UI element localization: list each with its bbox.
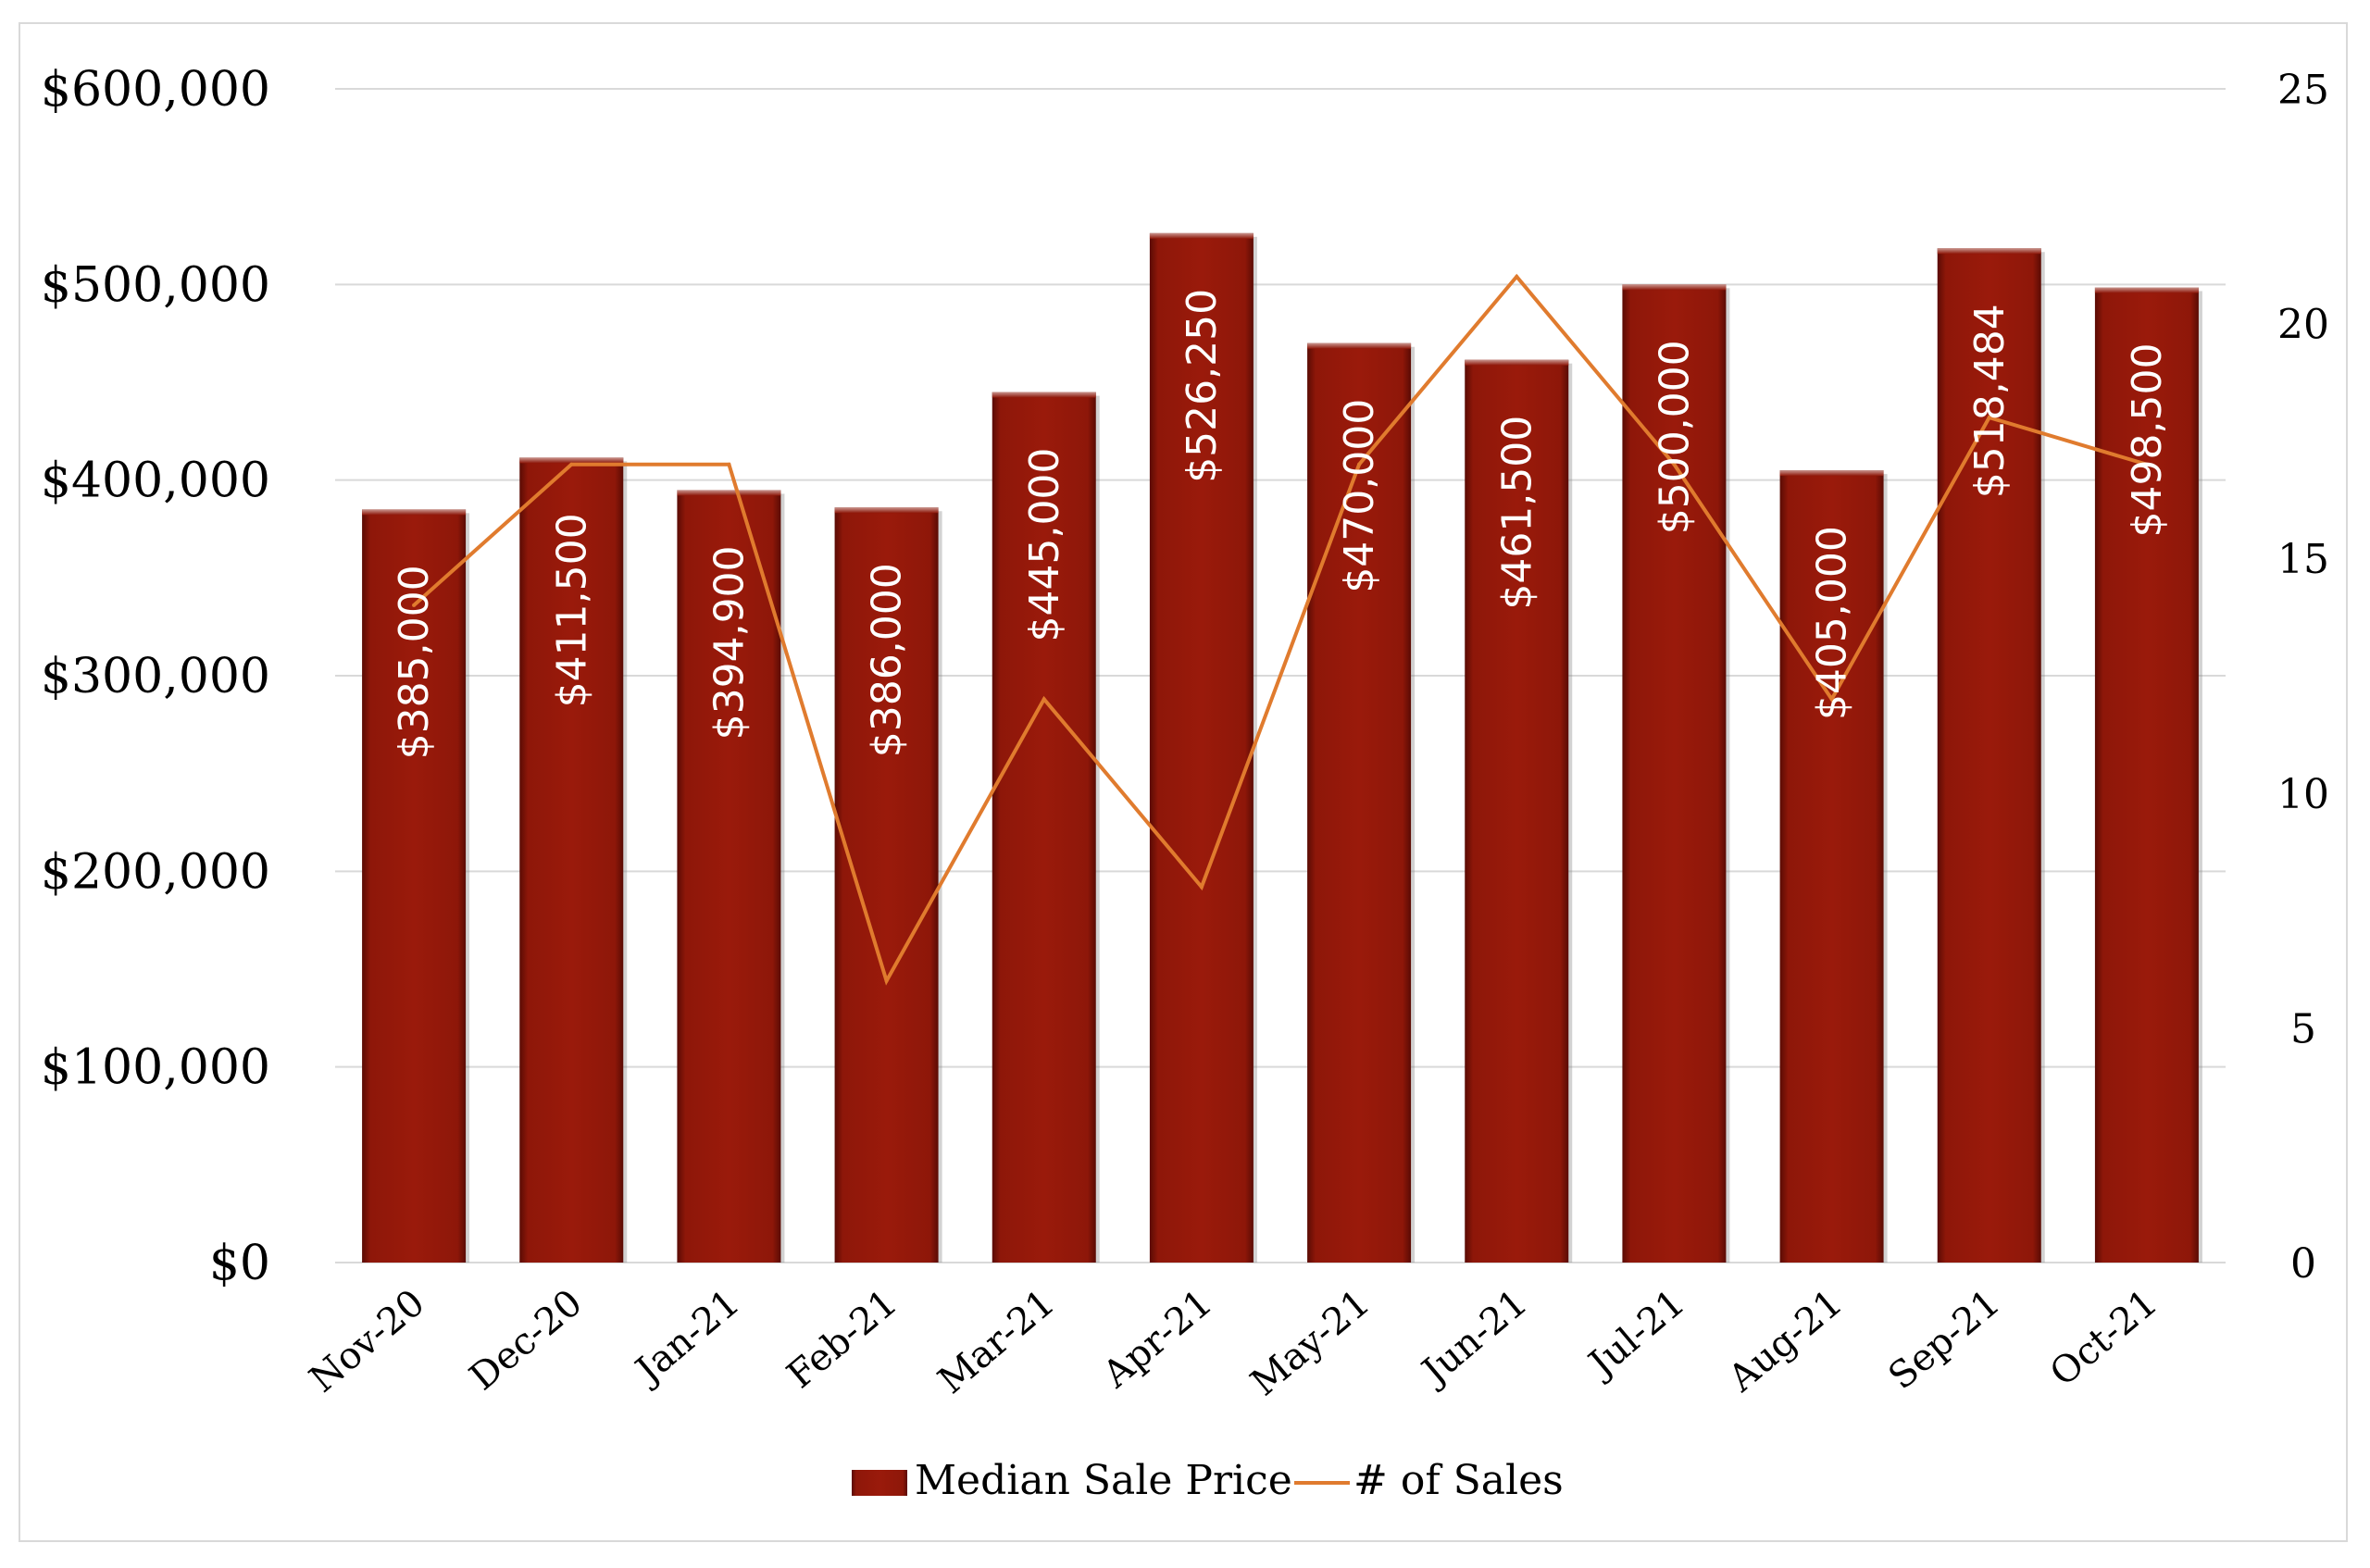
bar [1307, 342, 1412, 1263]
bar [1149, 232, 1254, 1263]
bar-data-label: $526,250 [1179, 289, 1226, 483]
legend-label-number-of-sales: # of Sales [1353, 1457, 1564, 1504]
x-tick-label: Dec-20 [462, 1281, 591, 1399]
legend: Median Sale Price # of Sales [852, 1457, 1564, 1504]
x-tick-label: Apr-21 [1094, 1281, 1220, 1397]
x-tick-label: Sep-21 [1881, 1281, 2009, 1398]
gridlines [335, 88, 2226, 1263]
bar [992, 392, 1096, 1263]
left-y-axis: $0 $100,000 $200,000 $300,000 $400,000 $500,0… [41, 62, 270, 1291]
sales-line-point [1829, 697, 1834, 702]
bar-top-bevel [1779, 470, 1884, 477]
y-right-tick-label: 5 [2290, 1005, 2316, 1052]
x-tick-label: Nov-20 [302, 1281, 432, 1400]
x-tick-label: Jan-21 [626, 1281, 748, 1393]
sales-line-point [1672, 462, 1677, 467]
sales-line-point [1199, 885, 1204, 890]
y-left-tick-label: $300,000 [41, 649, 270, 704]
bar-data-label: $518,484 [1966, 304, 2014, 498]
sales-line-point [1357, 462, 1362, 467]
bar-data-label: $386,000 [864, 563, 911, 757]
bar [362, 509, 467, 1263]
bar-data-label: $445,000 [1021, 448, 1068, 642]
bar-top-bevel [1622, 284, 1727, 291]
bar-top-bevel [1149, 232, 1254, 239]
bar [1465, 359, 1569, 1263]
sales-line-path [412, 273, 2148, 986]
bar-data-label: $470,000 [1336, 399, 1383, 593]
bar-data-label: $385,000 [391, 565, 438, 759]
bar [519, 457, 624, 1263]
sales-line [412, 273, 2149, 986]
x-axis: Nov-20 Dec-20 Jan-21 Feb-21 Mar-21 Apr-21 May-… [302, 1281, 2165, 1404]
sales-line-point [727, 462, 731, 467]
bar-top-bevel [834, 507, 939, 514]
x-tick-label: Jul-21 [1578, 1281, 1693, 1387]
bar [677, 490, 781, 1263]
bar-data-label: $394,900 [705, 545, 753, 740]
bar [1622, 284, 1727, 1263]
bar [2094, 287, 2199, 1263]
bar-top-bevel [1307, 342, 1412, 349]
y-left-tick-label: $0 [209, 1236, 270, 1291]
sales-line-point [412, 603, 417, 607]
bar-top-bevel [1465, 359, 1569, 366]
sales-line-point [884, 978, 889, 983]
y-left-tick-label: $600,000 [41, 62, 270, 118]
y-left-tick-label: $500,000 [41, 257, 270, 313]
legend-bar-swatch [852, 1470, 907, 1496]
y-left-tick-label: $200,000 [41, 844, 270, 900]
bars [362, 232, 2202, 1263]
y-right-tick-label: 0 [2290, 1240, 2316, 1288]
x-tick-label: May-21 [1243, 1281, 1378, 1404]
y-right-tick-label: 10 [2277, 771, 2329, 818]
bar-top-bevel [362, 509, 467, 516]
sales-line-point [1042, 697, 1046, 702]
bar-top-bevel [519, 457, 624, 464]
bar-top-bevel [1937, 248, 2041, 255]
y-left-tick-label: $400,000 [41, 454, 270, 509]
bar-top-bevel [2094, 287, 2199, 293]
x-tick-label: Feb-21 [780, 1281, 905, 1397]
y-right-tick-label: 20 [2277, 302, 2329, 349]
legend-label-median-sale-price: Median Sale Price [915, 1457, 1292, 1504]
sales-line-point [1515, 274, 1519, 279]
y-right-tick-label: 25 [2277, 67, 2329, 114]
bar-top-bevel [677, 490, 781, 496]
bar-data-label: $461,500 [1493, 416, 1540, 610]
bar-data-label: $411,500 [548, 513, 595, 707]
sales-line-point [1987, 416, 1991, 420]
sales-line-point [2144, 462, 2149, 467]
x-tick-label: Jun-21 [1412, 1281, 1536, 1395]
bar-data-labels: $385,000 $411,500 $394,900 $386,000 $445,000… [391, 289, 2171, 759]
bar [834, 507, 939, 1263]
sales-line-point [569, 462, 574, 467]
bar-top-bevel [992, 392, 1096, 398]
bar-data-label: $498,500 [2124, 343, 2171, 538]
right-y-axis: 0 5 10 15 20 25 [2277, 67, 2329, 1288]
bar [1779, 470, 1884, 1263]
x-tick-label: Oct-21 [2042, 1281, 2166, 1394]
y-left-tick-label: $100,000 [41, 1040, 270, 1096]
bar-data-label: $500,000 [1651, 340, 1698, 534]
x-tick-label: Mar-21 [930, 1281, 1063, 1402]
y-right-tick-label: 15 [2277, 536, 2329, 583]
x-tick-label: Aug-21 [1720, 1281, 1851, 1400]
bar-data-label: $405,000 [1809, 526, 1856, 720]
